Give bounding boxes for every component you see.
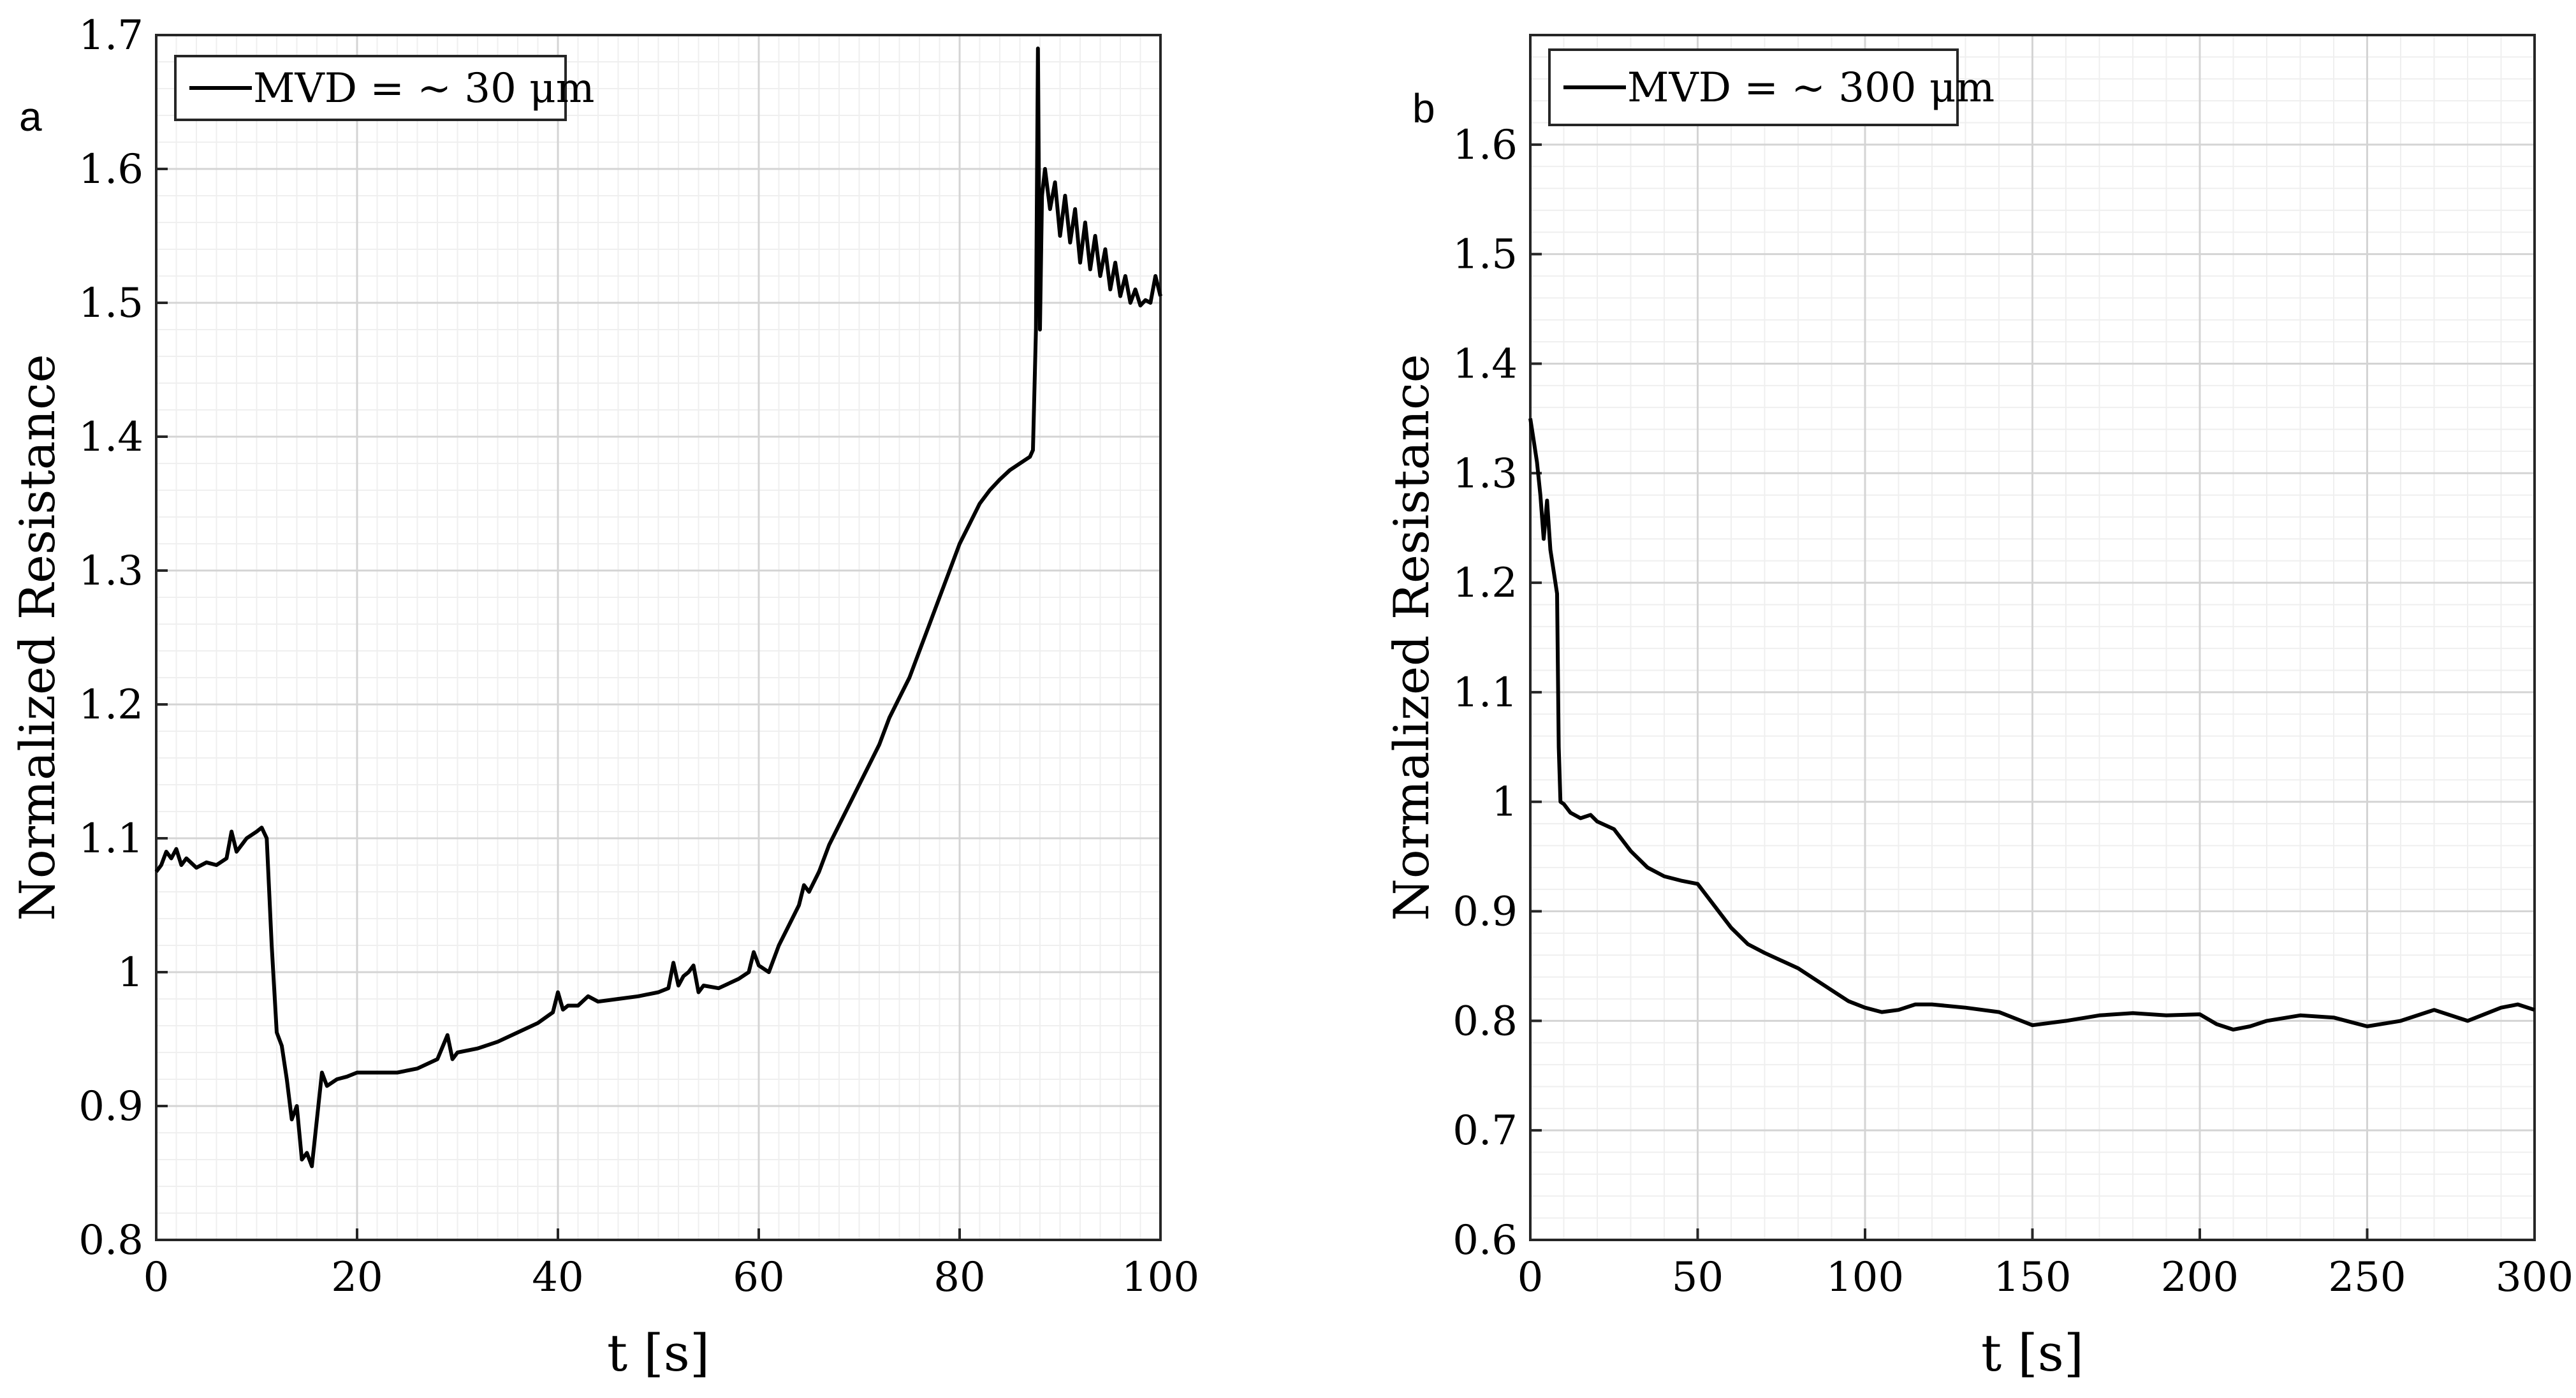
x-tick-label: 100 <box>1122 1254 1199 1301</box>
y-tick-label: 1.1 <box>78 815 143 863</box>
y-axis-label: Normalized Resistance <box>9 354 66 921</box>
x-tick-label: 0 <box>143 1254 170 1301</box>
panel-b: 0 50 100 150 200 250 300 0.6 0.7 0.8 0.9 1 1.1 1.2 1.3… <box>1383 34 2573 1383</box>
y-tick-label: 0.9 <box>78 1083 143 1130</box>
y-tick-label: 0.7 <box>1453 1107 1518 1154</box>
x-tick-label: 20 <box>331 1254 383 1301</box>
x-axis-label: t [s] <box>1981 1323 2084 1383</box>
y-tick-label: 0.9 <box>1453 889 1518 936</box>
y-tick-label: 1.3 <box>78 548 143 595</box>
panel-label: a <box>19 94 42 140</box>
y-tick-label: 1.6 <box>78 146 143 193</box>
y-tick-label: 1.4 <box>78 414 143 461</box>
y-tick-label: 1.4 <box>1453 340 1518 388</box>
x-tick-label: 80 <box>933 1254 985 1301</box>
x-tick-label: 100 <box>1826 1254 1904 1301</box>
y-tick-label: 1 <box>1491 779 1518 826</box>
panel-a: 0 20 40 60 80 100 0.8 0.9 1 1.1 1.2 1.3 1.4 1.5 1.6 1.7… <box>9 12 1199 1383</box>
series-line <box>154 47 1162 1169</box>
y-tick-label: 0.8 <box>78 1217 143 1264</box>
y-tick-label: 1.2 <box>78 681 143 729</box>
x-tick-label: 200 <box>2161 1254 2239 1301</box>
x-tick-label: 0 <box>1518 1254 1544 1301</box>
y-axis-label: Normalized Resistance <box>1383 354 1440 921</box>
x-tick-label: 50 <box>1672 1254 1723 1301</box>
y-tick-label: 1.3 <box>1453 450 1518 497</box>
legend-label: MVD = ~ 30 μm <box>253 65 594 112</box>
x-tick-label: 250 <box>2328 1254 2406 1301</box>
y-tick-label: 1.5 <box>78 280 143 327</box>
y-tick-label: 1.1 <box>1453 669 1518 717</box>
x-tick-label: 300 <box>2496 1254 2573 1301</box>
series-line <box>1528 418 2535 1032</box>
panel-label: b <box>1412 85 1435 131</box>
y-tick-label: 1 <box>117 949 143 996</box>
x-tick-label: 40 <box>532 1254 583 1301</box>
y-tick-label: 1.6 <box>1453 122 1518 169</box>
y-tick-label: 1.2 <box>1453 560 1518 607</box>
y-tick-label: 0.6 <box>1453 1217 1518 1264</box>
x-tick-label: 60 <box>733 1254 784 1301</box>
y-tick-label: 0.8 <box>1453 998 1518 1045</box>
x-tick-label: 150 <box>1993 1254 2071 1301</box>
major-grid <box>1529 35 2536 1241</box>
x-axis-label: t [s] <box>607 1323 710 1383</box>
y-tick-label: 1.7 <box>78 12 143 59</box>
y-tick-label: 1.5 <box>1453 231 1518 279</box>
axes-frame <box>155 34 1162 1241</box>
legend-label: MVD = ~ 300 μm <box>1627 64 1994 112</box>
